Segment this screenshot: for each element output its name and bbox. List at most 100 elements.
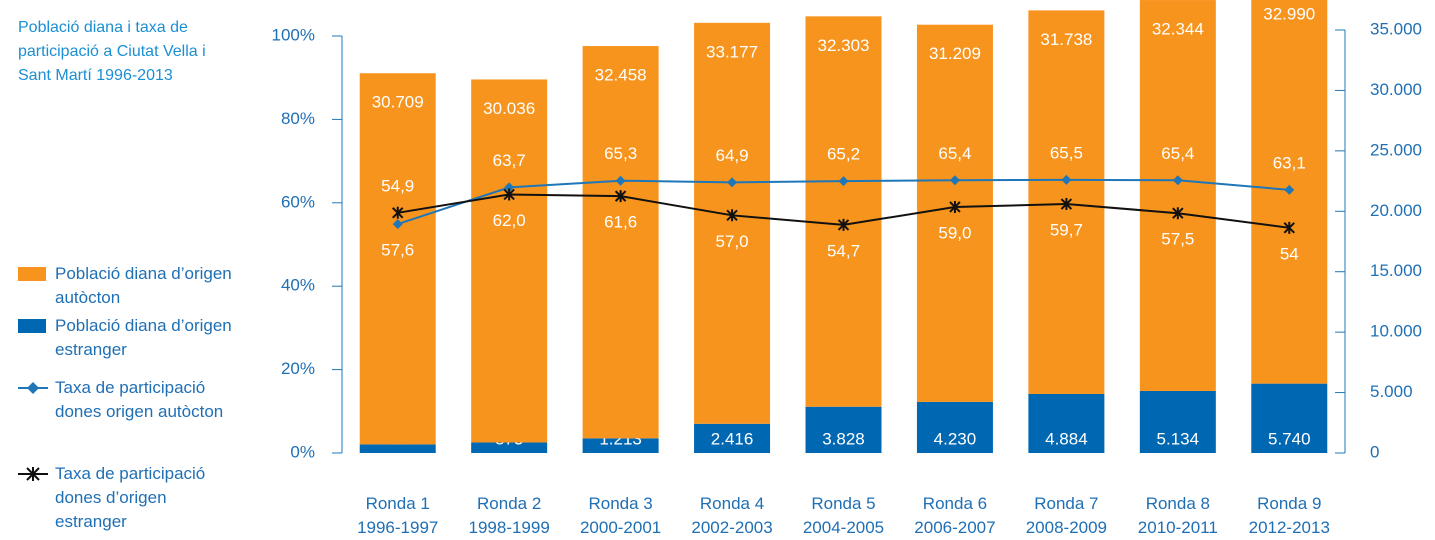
- y2-tick-label: 30.000: [1370, 80, 1422, 99]
- legend-symbol: [18, 462, 55, 534]
- marker-asterisk: [392, 206, 404, 219]
- line-value-label: 57,0: [716, 232, 749, 251]
- marker-diamond: [727, 177, 738, 188]
- legend-label: Població diana d’origen autòcton: [55, 264, 232, 307]
- legend-symbol: [18, 376, 55, 424]
- legend-label: Taxa de participació dones origen autòct…: [55, 378, 224, 421]
- bar-value-label: 5.740: [1268, 429, 1311, 448]
- line-value-label: 63,1: [1273, 153, 1306, 172]
- bar-value-label: 2.416: [711, 429, 754, 448]
- y2-tick-label: 0: [1370, 442, 1379, 461]
- bar-segment: [694, 423, 771, 453]
- marker-diamond: [949, 175, 960, 186]
- legend-item: Taxa de participació dones d’origen estr…: [18, 462, 235, 534]
- marker-asterisk: [949, 200, 961, 213]
- marker-asterisk: [1172, 207, 1184, 220]
- x-tick-label: Ronda 6 2006-2007: [914, 494, 996, 537]
- bar-value-label: 30.709: [372, 93, 424, 112]
- y-tick-label: 0%: [290, 442, 315, 461]
- line-value-label: 61,6: [604, 213, 637, 232]
- y-tick-label: 40%: [281, 276, 315, 295]
- bar-value-label: 3.828: [822, 429, 865, 448]
- legend-item: Població diana d’origen estranger: [18, 314, 235, 362]
- bar-segment: [694, 22, 771, 424]
- line-value-label: 57,6: [381, 241, 414, 260]
- x-tick-label: Ronda 9 2012-2013: [1248, 494, 1330, 537]
- marker-asterisk: [614, 190, 627, 203]
- bar-value-label: 4.884: [1045, 429, 1088, 448]
- y2-tick-label: 25.000: [1370, 140, 1422, 159]
- y-tick-label: 100%: [272, 25, 315, 44]
- legend-swatch: [18, 267, 46, 281]
- bar-segment: [1139, 390, 1216, 453]
- legend-label: Població diana d’origen estranger: [55, 316, 232, 359]
- y2-tick-label: 10.000: [1370, 322, 1422, 341]
- legend-item: Taxa de participació dones origen autòct…: [18, 376, 235, 424]
- line-value-label: 63,7: [493, 151, 526, 170]
- x-tick-label: Ronda 2 1998-1999: [468, 494, 550, 537]
- x-tick-label: Ronda 1 1996-1997: [357, 494, 439, 537]
- line-value-label: 65,4: [1161, 144, 1194, 163]
- x-tick-label: Ronda 7 2008-2009: [1025, 494, 1108, 537]
- line-value-label: 65,3: [604, 144, 637, 163]
- legend-marker: [26, 467, 40, 481]
- bar-segment: [471, 79, 548, 443]
- legend-label: Taxa de participació dones d’origen estr…: [55, 464, 206, 531]
- bar-value-label: 5.134: [1157, 429, 1200, 448]
- y2-tick-label: 35.000: [1370, 19, 1422, 38]
- bar-segment: [916, 24, 993, 402]
- line-value-label: 59,0: [938, 223, 971, 242]
- bar-value-label: 31.209: [929, 44, 981, 63]
- line-value-label: 64,9: [716, 146, 749, 165]
- bar-segment: [805, 16, 882, 407]
- y2-tick-label: 20.000: [1370, 201, 1422, 220]
- bar-value-label: 32.458: [595, 66, 647, 85]
- bar-value-label: 30.036: [483, 99, 535, 118]
- bar-value-label: 31.738: [1040, 30, 1092, 49]
- bar-segment: [359, 73, 436, 445]
- bar-segment: [471, 442, 548, 453]
- legend-swatch: [18, 319, 46, 333]
- line-value-label: 57,5: [1161, 230, 1194, 249]
- y-tick-label: 20%: [281, 359, 315, 378]
- line-value-label: 54,9: [381, 176, 414, 195]
- bar-value-label: 32.303: [818, 36, 870, 55]
- x-tick-label: Ronda 4 2002-2003: [691, 494, 773, 537]
- marker-asterisk: [1060, 198, 1073, 211]
- line-value-label: 65,4: [938, 144, 971, 163]
- marker-diamond: [838, 176, 849, 187]
- x-tick-label: Ronda 5 2004-2005: [802, 494, 885, 537]
- bar-segment: [582, 438, 659, 453]
- legend-icon: [18, 267, 46, 281]
- marker-diamond: [392, 219, 403, 230]
- line-value-label: 65,5: [1050, 143, 1083, 162]
- bar-value-label: 32.344: [1152, 20, 1204, 39]
- legend-icon: [18, 319, 46, 333]
- y2-tick-label: 5.000: [1370, 382, 1413, 401]
- marker-diamond: [1172, 175, 1183, 186]
- chart-title: Població diana i taxa de participació a …: [18, 19, 206, 84]
- legend-symbol: [18, 262, 55, 310]
- bar-segment: [916, 401, 993, 453]
- legend-item: Població diana d’origen autòcton: [18, 262, 235, 310]
- bar-value-label: 33.177: [706, 42, 758, 61]
- y2-tick-label: 15.000: [1370, 261, 1422, 280]
- bar-segment: [582, 46, 659, 439]
- legend-symbol: [18, 314, 55, 362]
- marker-asterisk: [1283, 221, 1295, 234]
- legend-marker: [27, 382, 39, 394]
- marker-diamond: [615, 175, 626, 186]
- bar-value-label: 32.990: [1263, 4, 1315, 23]
- marker-diamond: [1284, 184, 1295, 195]
- x-tick-label: Ronda 3 2000-2001: [579, 494, 662, 537]
- line-value-label: 59,7: [1050, 221, 1083, 240]
- x-tick-label: Ronda 8 2010-2011: [1137, 494, 1218, 537]
- line-value-label: 65,2: [827, 145, 860, 164]
- marker-asterisk: [503, 188, 515, 201]
- y-tick-label: 80%: [281, 109, 315, 128]
- bar-segment: [1028, 393, 1105, 453]
- line-value-label: 62,0: [493, 211, 526, 230]
- line-value-label: 54: [1280, 244, 1299, 263]
